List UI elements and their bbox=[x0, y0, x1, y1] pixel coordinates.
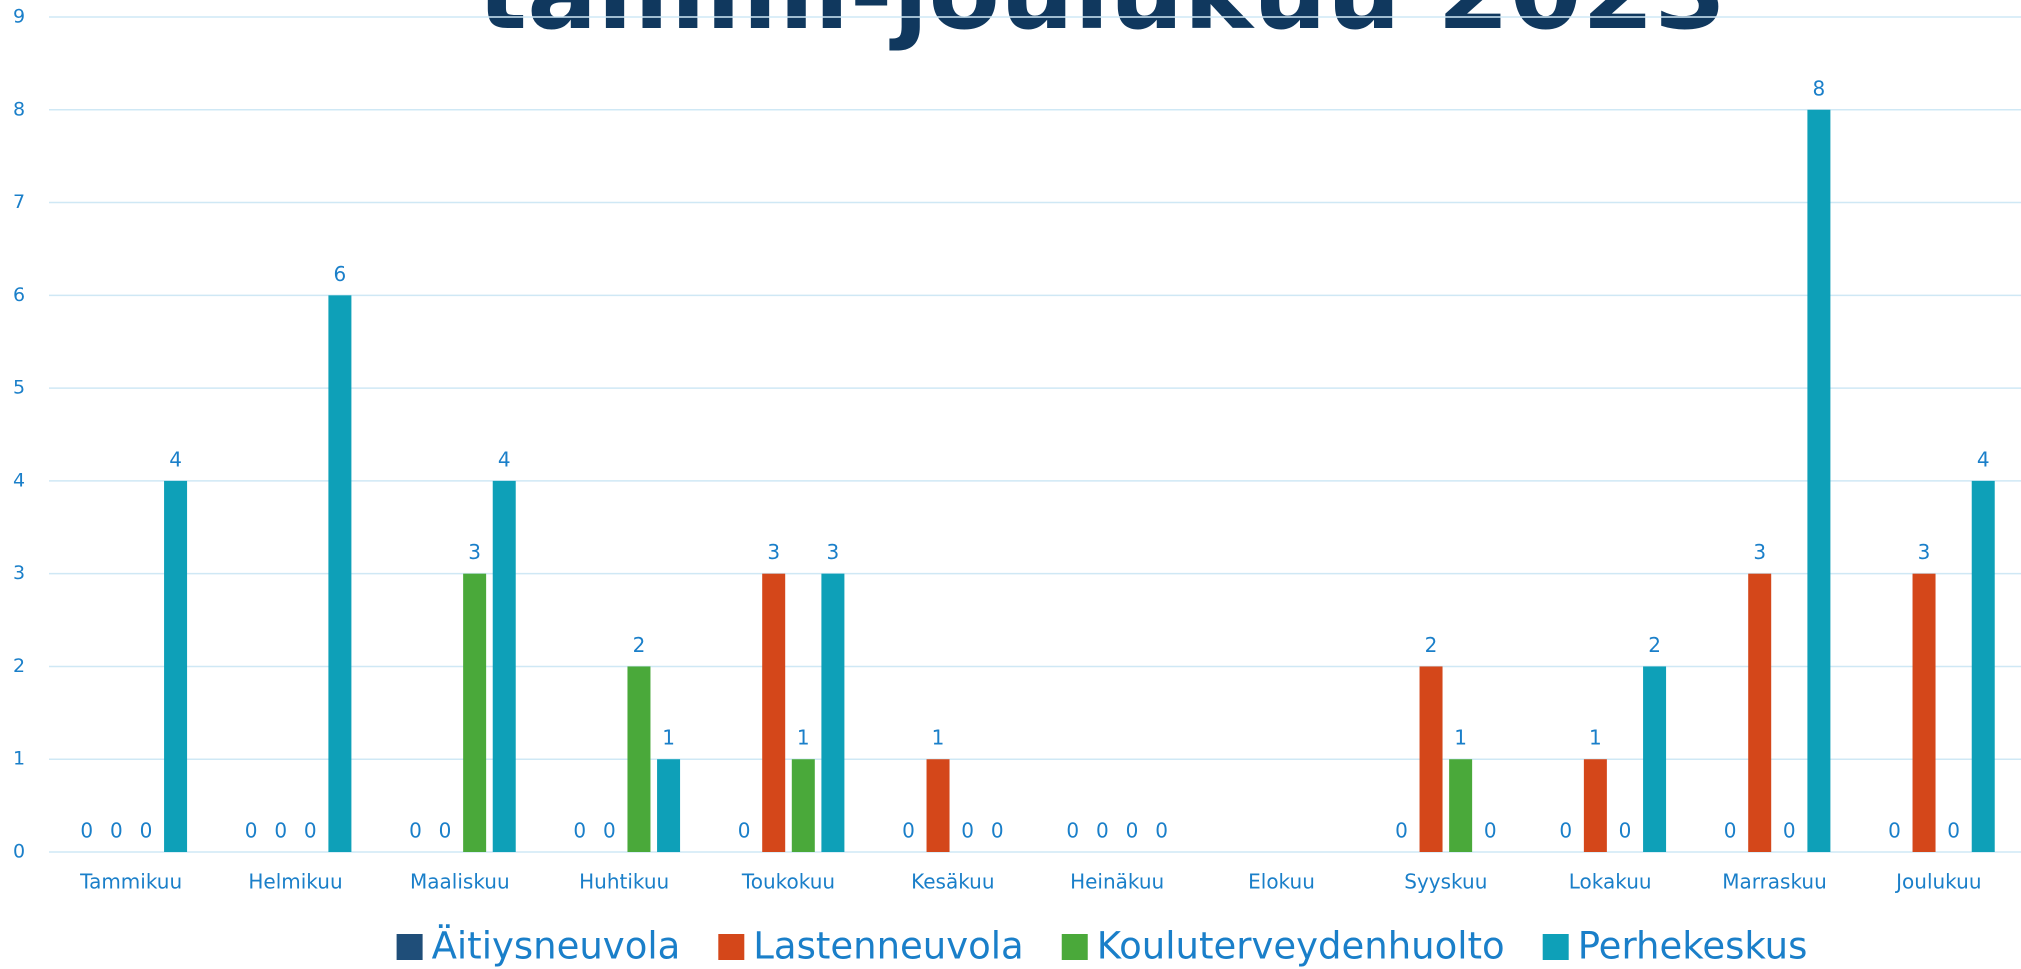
y-tick-label: 1 bbox=[13, 748, 25, 770]
bar bbox=[492, 480, 516, 852]
x-tick-label: Toukokuu bbox=[741, 870, 835, 894]
data-label: 0 bbox=[140, 819, 153, 843]
legend-swatch bbox=[718, 934, 745, 960]
data-label: 1 bbox=[797, 726, 810, 750]
legend-swatch bbox=[1542, 934, 1569, 960]
bar bbox=[164, 480, 188, 852]
x-tick-label: Huhtikuu bbox=[579, 870, 669, 894]
bar bbox=[328, 295, 352, 852]
x-tick-label: Joulukuu bbox=[1894, 870, 1981, 894]
data-label: 0 bbox=[1126, 819, 1139, 843]
data-label: 0 bbox=[603, 819, 616, 843]
data-label: 0 bbox=[961, 819, 974, 843]
x-tick-label: Marraskuu bbox=[1722, 870, 1827, 894]
data-label: 2 bbox=[1425, 633, 1438, 657]
data-label: 0 bbox=[1096, 819, 1109, 843]
legend-swatch bbox=[1061, 934, 1088, 960]
bar bbox=[1971, 480, 1995, 852]
y-tick-label: 0 bbox=[13, 841, 25, 863]
data-label: 0 bbox=[1395, 819, 1408, 843]
data-label: 4 bbox=[498, 447, 511, 471]
data-label: 4 bbox=[169, 447, 182, 471]
y-tick-label: 9 bbox=[13, 6, 25, 28]
bar bbox=[926, 759, 950, 852]
x-tick-label: Maaliskuu bbox=[410, 870, 510, 894]
bar bbox=[627, 666, 651, 852]
bar bbox=[657, 759, 681, 852]
x-tick-label: Tammikuu bbox=[79, 870, 182, 894]
data-label: 0 bbox=[304, 819, 317, 843]
data-label: 0 bbox=[1888, 819, 1901, 843]
data-label: 0 bbox=[409, 819, 422, 843]
data-label: 0 bbox=[1066, 819, 1079, 843]
legend-swatch bbox=[396, 934, 423, 960]
data-label: 1 bbox=[1589, 726, 1602, 750]
data-label: 3 bbox=[1918, 540, 1931, 564]
x-tick-label: Elokuu bbox=[1248, 870, 1315, 894]
data-label: 0 bbox=[902, 819, 915, 843]
data-label: 1 bbox=[662, 726, 675, 750]
data-label: 0 bbox=[1155, 819, 1168, 843]
data-label: 1 bbox=[1454, 726, 1467, 750]
data-label: 0 bbox=[439, 819, 452, 843]
data-label: 8 bbox=[1813, 76, 1826, 100]
y-tick-label: 8 bbox=[13, 98, 25, 120]
bar bbox=[1419, 666, 1443, 852]
bar bbox=[1912, 573, 1936, 852]
x-tick-label: Syyskuu bbox=[1404, 870, 1487, 894]
bar bbox=[821, 573, 845, 852]
y-tick-label: 5 bbox=[13, 377, 25, 399]
y-tick-label: 4 bbox=[13, 469, 25, 491]
data-label: 3 bbox=[767, 540, 780, 564]
data-label: 6 bbox=[334, 262, 347, 286]
data-label: 0 bbox=[80, 819, 93, 843]
legend-label: Kouluterveydenhuolto bbox=[1097, 925, 1505, 968]
data-label: 0 bbox=[1484, 819, 1497, 843]
bar bbox=[762, 573, 786, 852]
data-label: 2 bbox=[633, 633, 646, 657]
bar bbox=[463, 573, 487, 852]
data-label: 2 bbox=[1648, 633, 1661, 657]
bar bbox=[1807, 109, 1831, 853]
data-label: 0 bbox=[245, 819, 258, 843]
chart-title: tammi-joulukuu 2023 bbox=[477, 0, 1726, 53]
legend-label: Äitiysneuvola bbox=[432, 925, 681, 968]
data-label: 0 bbox=[1619, 819, 1632, 843]
x-tick-label: Heinäkuu bbox=[1070, 870, 1164, 894]
legend-label: Lastenneuvola bbox=[753, 925, 1023, 968]
bar bbox=[1643, 666, 1667, 852]
data-label: 4 bbox=[1977, 447, 1990, 471]
bar bbox=[1449, 759, 1473, 852]
bar bbox=[1748, 573, 1772, 852]
data-label: 0 bbox=[573, 819, 586, 843]
bar bbox=[1583, 759, 1607, 852]
data-label: 0 bbox=[738, 819, 751, 843]
y-tick-label: 6 bbox=[13, 284, 25, 306]
x-tick-label: Kesäkuu bbox=[911, 870, 994, 894]
legend-label: Perhekeskus bbox=[1578, 925, 1808, 968]
y-tick-label: 7 bbox=[13, 191, 25, 213]
data-label: 3 bbox=[1753, 540, 1766, 564]
data-label: 3 bbox=[468, 540, 481, 564]
data-label: 0 bbox=[991, 819, 1004, 843]
x-tick-label: Helmikuu bbox=[248, 870, 342, 894]
y-tick-label: 3 bbox=[13, 562, 25, 584]
x-tick-label: Lokakuu bbox=[1569, 870, 1652, 894]
data-label: 0 bbox=[110, 819, 123, 843]
data-label: 0 bbox=[1947, 819, 1960, 843]
data-label: 0 bbox=[1783, 819, 1796, 843]
y-tick-label: 2 bbox=[13, 655, 25, 677]
data-label: 0 bbox=[274, 819, 287, 843]
data-label: 3 bbox=[827, 540, 840, 564]
data-label: 0 bbox=[1724, 819, 1737, 843]
data-label: 1 bbox=[932, 726, 945, 750]
data-label: 0 bbox=[1559, 819, 1572, 843]
bar bbox=[791, 759, 815, 852]
